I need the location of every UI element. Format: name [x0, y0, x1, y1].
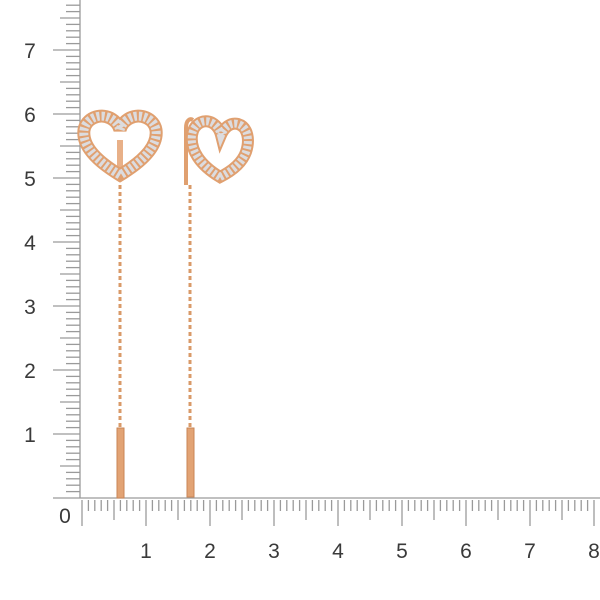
- ruler-label-horizontal: 3: [268, 540, 280, 563]
- right-earring: [184, 115, 254, 498]
- ruler-label-vertical: 5: [24, 168, 36, 191]
- ruler-ticks: [53, 0, 600, 526]
- ruler-label-horizontal: 6: [460, 540, 472, 563]
- ruler-label-horizontal: 1: [140, 540, 152, 563]
- ruler-label-horizontal: 7: [524, 540, 536, 563]
- ruler-label-horizontal: 2: [204, 540, 216, 563]
- ruler-label-horizontal: 8: [588, 540, 600, 563]
- ruler-label-horizontal: 5: [396, 540, 408, 563]
- right-bar: [186, 427, 195, 498]
- ruler-label-vertical: 1: [24, 424, 36, 447]
- earrings: [77, 109, 254, 499]
- ruler-label-vertical: 3: [24, 296, 36, 319]
- right-post: [184, 117, 195, 185]
- right-heart-stones: [187, 117, 252, 182]
- left-post: [117, 140, 123, 180]
- left-heart-stones: [79, 111, 161, 181]
- ruler-label-vertical: 7: [24, 40, 36, 63]
- left-earring: [77, 109, 163, 499]
- left-bar: [116, 427, 125, 499]
- ruler-label-horizontal: 0: [59, 505, 71, 528]
- ruler-labels: 0 1 2 3 4 5 6 7 8 1 2 3 4 5 6 7: [24, 40, 600, 563]
- ruler-label-vertical: 4: [24, 232, 36, 255]
- ruler-label-vertical: 2: [24, 360, 36, 383]
- ruler-label-horizontal: 4: [332, 540, 344, 563]
- ruler-label-vertical: 6: [24, 104, 36, 127]
